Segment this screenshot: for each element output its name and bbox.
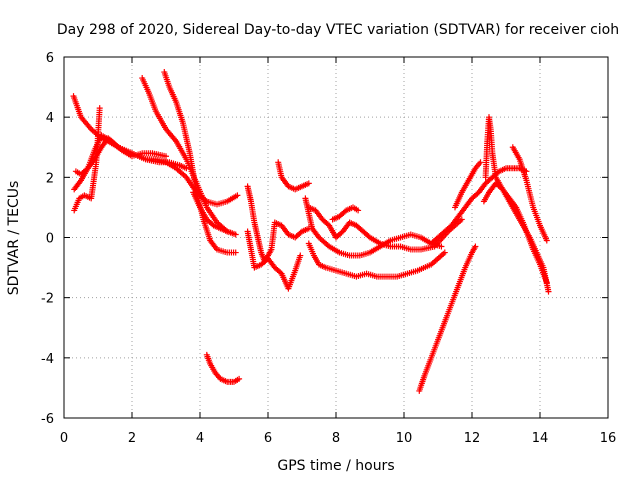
data-point bbox=[234, 192, 241, 199]
y-tick-label: -2 bbox=[41, 292, 54, 307]
data-point bbox=[96, 105, 103, 112]
data-point bbox=[163, 153, 169, 160]
data-point bbox=[438, 243, 445, 250]
data-point bbox=[297, 252, 304, 259]
data-series bbox=[70, 69, 552, 394]
x-tick-label: 6 bbox=[264, 431, 272, 446]
x-tick-labels: 0 2 4 6 8 10 12 14 16 bbox=[60, 431, 616, 446]
data-point bbox=[236, 375, 243, 382]
chart-title: Day 298 of 2020, Sidereal Day-to-day VTE… bbox=[57, 22, 619, 38]
axis-ticks bbox=[63, 56, 609, 419]
data-point bbox=[277, 269, 284, 276]
series-arc-n bbox=[305, 204, 465, 253]
series-arc-k bbox=[275, 159, 312, 193]
data-point bbox=[232, 231, 239, 238]
y-tick-label: 2 bbox=[46, 171, 54, 186]
series-arc-d bbox=[71, 105, 103, 214]
data-point bbox=[341, 208, 348, 215]
series-arc-t bbox=[480, 180, 550, 286]
series-arc-g bbox=[190, 189, 231, 235]
data-point bbox=[472, 243, 479, 250]
data-point bbox=[543, 237, 550, 244]
series-arc-a bbox=[70, 93, 190, 172]
data-point bbox=[458, 216, 465, 223]
series-arc-i bbox=[244, 183, 312, 265]
y-tick-label: 6 bbox=[46, 51, 54, 66]
y-tick-label: 4 bbox=[46, 111, 54, 126]
x-tick-label: 14 bbox=[532, 431, 549, 446]
data-point bbox=[441, 249, 448, 256]
series-arc-r bbox=[452, 159, 484, 211]
x-tick-label: 12 bbox=[464, 431, 481, 446]
x-tick-label: 2 bbox=[128, 431, 136, 446]
data-point bbox=[305, 180, 312, 187]
y-tick-labels: 6 4 2 0 -2 -4 -6 bbox=[41, 51, 54, 427]
series-arc-j bbox=[244, 228, 304, 292]
x-tick-label: 10 bbox=[396, 431, 413, 446]
data-point bbox=[232, 249, 239, 256]
data-point bbox=[355, 207, 362, 214]
data-point bbox=[477, 159, 484, 166]
x-tick-label: 4 bbox=[196, 431, 204, 446]
series-arc-u bbox=[509, 144, 550, 244]
series-arc-o bbox=[329, 204, 362, 223]
data-point bbox=[297, 229, 304, 236]
series-arc-h bbox=[203, 351, 243, 385]
y-tick-label: 0 bbox=[46, 232, 54, 247]
x-tick-label: 0 bbox=[60, 431, 68, 446]
x-tick-label: 8 bbox=[332, 431, 340, 446]
y-tick-label: -4 bbox=[41, 352, 54, 367]
x-axis-label: GPS time / hours bbox=[277, 458, 394, 474]
series-arc-m bbox=[305, 240, 448, 280]
series-arc-p bbox=[416, 243, 479, 394]
y-axis-label: SDTVAR / TECUs bbox=[6, 181, 22, 296]
data-point bbox=[545, 288, 552, 295]
x-tick-label: 16 bbox=[600, 431, 617, 446]
data-point bbox=[209, 221, 216, 228]
data-point bbox=[183, 165, 190, 172]
data-point bbox=[365, 233, 372, 240]
y-tick-label: -6 bbox=[41, 412, 54, 427]
data-point bbox=[543, 279, 550, 286]
data-point bbox=[224, 228, 231, 235]
